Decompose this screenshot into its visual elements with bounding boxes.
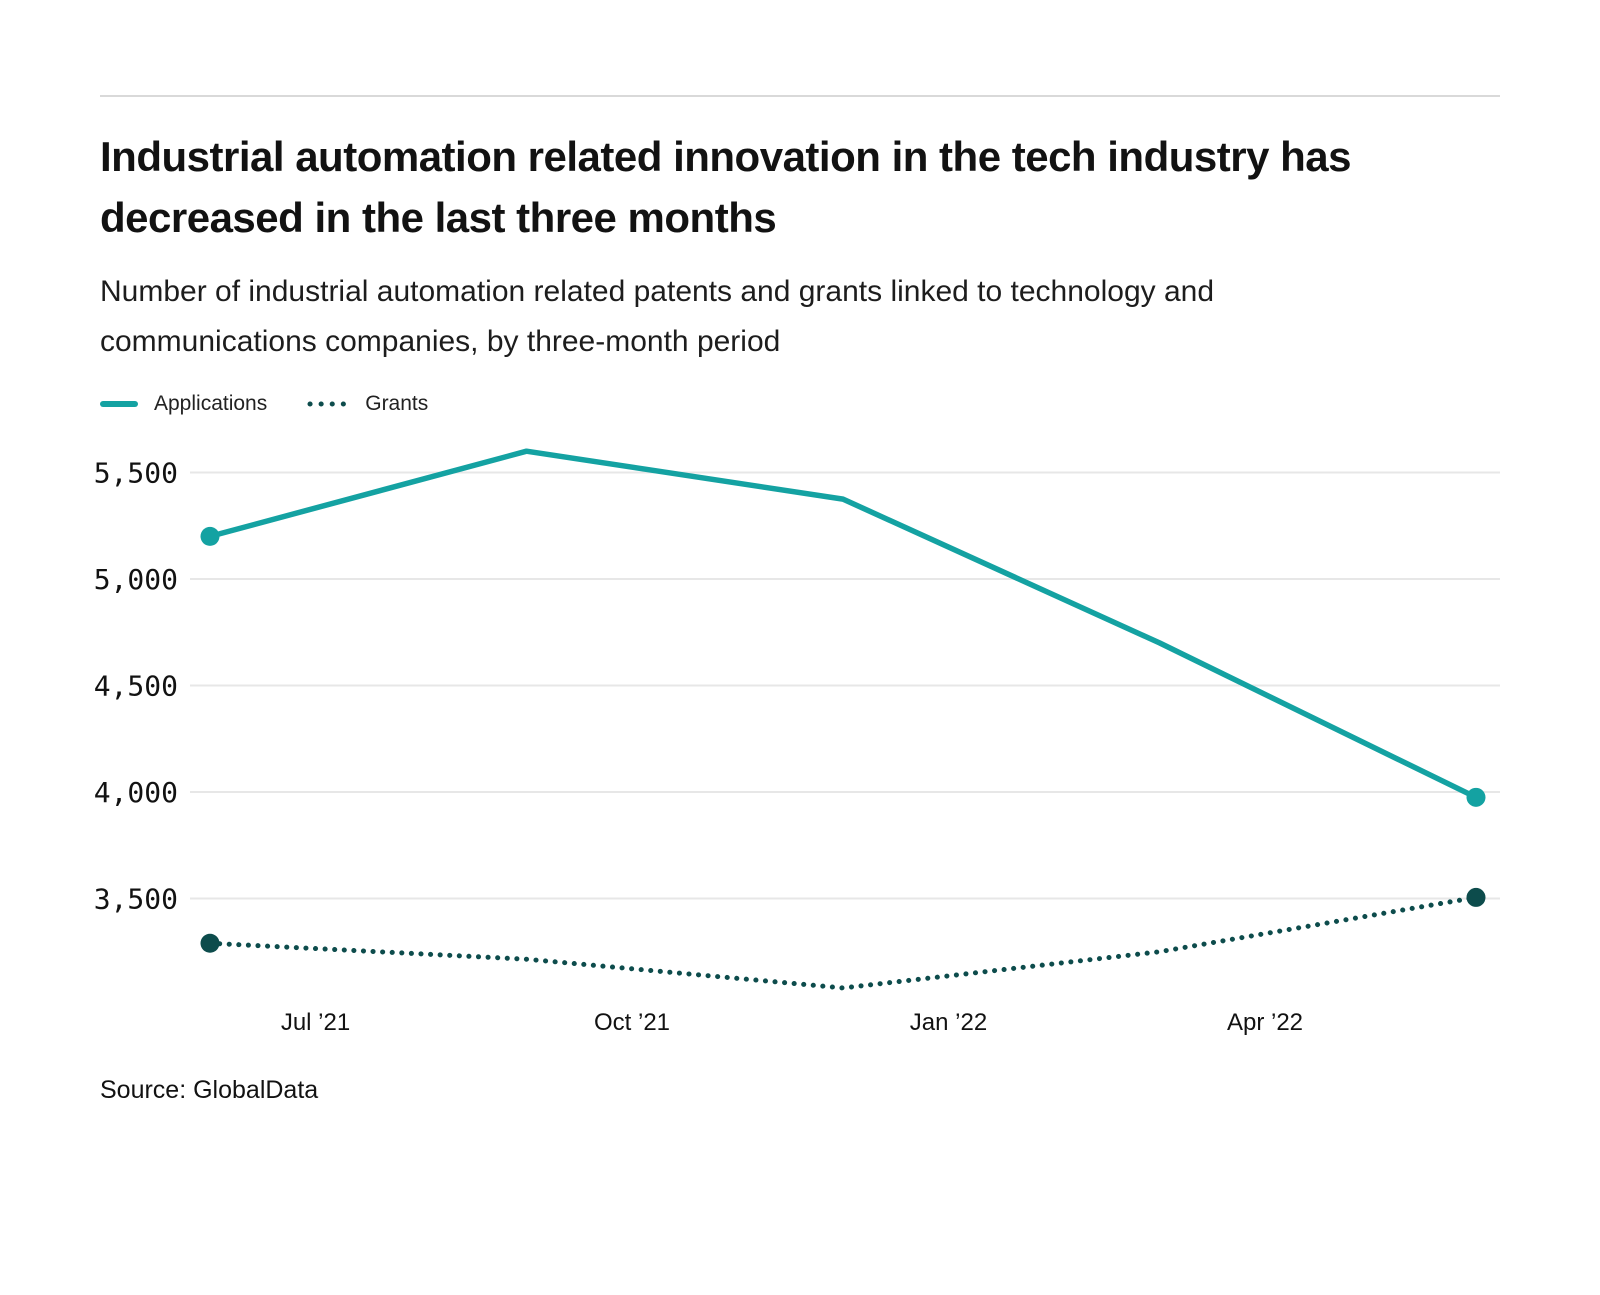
applications-line [207,448,1479,800]
y-tick-label: 3,500 [94,882,178,915]
y-tick-label: 5,500 [94,456,178,489]
x-tick-label: Jan ’22 [910,1009,987,1036]
page-title: Industrial automation related innovation… [100,133,1351,241]
top-divider [100,95,1500,97]
applications-point-marker [200,526,220,546]
grants-dotted-swatch-icon [307,401,350,407]
y-tick-label: 4,500 [94,669,178,702]
legend-item-grants: Grants [307,392,428,416]
x-tick-label: Jul ’21 [281,1009,350,1036]
chart-subtitle: Number of industrial automation related … [100,274,1215,359]
applications-point-marker [1466,787,1486,807]
x-tick-label: Apr ’22 [1227,1009,1303,1036]
grants-point-marker [200,933,220,953]
grants-line [207,894,1479,991]
x-tick-label: Oct ’21 [594,1009,670,1036]
y-tick-label: 4,000 [94,776,178,809]
y-tick-label: 5,000 [94,563,178,596]
applications-line-swatch-icon [100,400,138,407]
legend: Applications Grants [100,392,1500,416]
grants-point-marker [1466,887,1486,907]
legend-label-grants: Grants [365,391,429,415]
legend-item-applications: Applications [100,392,267,416]
page: Industrial automation related innovation… [0,95,1600,1105]
source-note: Source: GlobalData [100,1075,319,1104]
legend-label-applications: Applications [154,391,268,415]
line-chart: 5,500 5,000 4,500 4,000 3,500 Jul ’21 Oct ’21 J… [94,448,1500,1036]
